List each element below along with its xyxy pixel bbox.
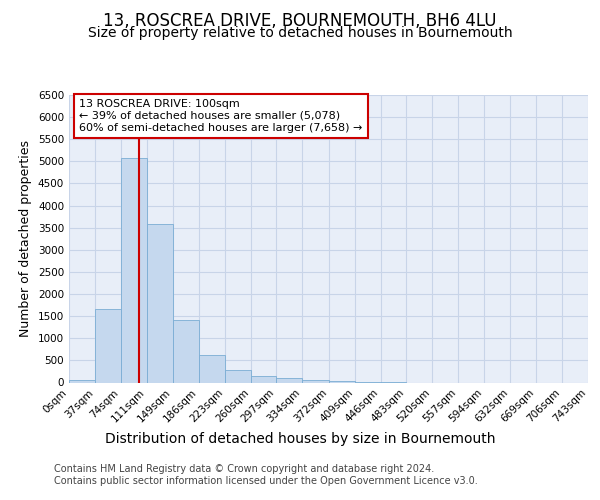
Text: Contains public sector information licensed under the Open Government Licence v3: Contains public sector information licen… xyxy=(54,476,478,486)
Bar xyxy=(302,380,329,382)
Bar xyxy=(277,378,302,382)
Bar xyxy=(121,158,146,382)
Y-axis label: Number of detached properties: Number of detached properties xyxy=(19,140,32,337)
Text: 13, ROSCREA DRIVE, BOURNEMOUTH, BH6 4LU: 13, ROSCREA DRIVE, BOURNEMOUTH, BH6 4LU xyxy=(103,12,497,30)
Bar xyxy=(251,376,277,382)
Bar xyxy=(199,355,225,382)
Bar xyxy=(146,224,173,382)
Bar xyxy=(329,380,355,382)
Text: 13 ROSCREA DRIVE: 100sqm
← 39% of detached houses are smaller (5,078)
60% of sem: 13 ROSCREA DRIVE: 100sqm ← 39% of detach… xyxy=(79,100,363,132)
Bar xyxy=(225,370,251,382)
Bar xyxy=(173,320,199,382)
Bar xyxy=(69,380,95,382)
Text: Size of property relative to detached houses in Bournemouth: Size of property relative to detached ho… xyxy=(88,26,512,40)
Text: Contains HM Land Registry data © Crown copyright and database right 2024.: Contains HM Land Registry data © Crown c… xyxy=(54,464,434,474)
Text: Distribution of detached houses by size in Bournemouth: Distribution of detached houses by size … xyxy=(105,432,495,446)
Bar xyxy=(95,308,121,382)
